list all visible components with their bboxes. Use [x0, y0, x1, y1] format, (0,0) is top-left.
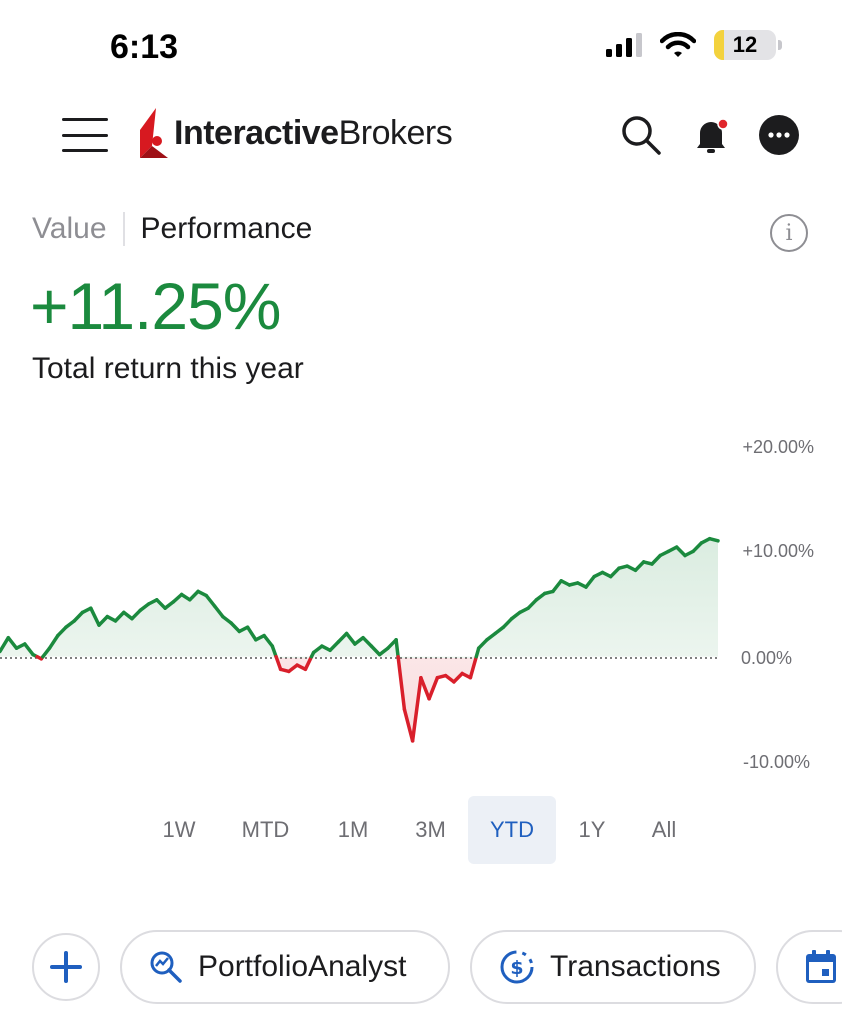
return-line-segment — [274, 654, 283, 672]
return-line-segment — [328, 640, 341, 653]
logo-wordmark: InteractiveBrokers — [174, 113, 453, 152]
return-line-segment — [369, 644, 382, 657]
negative-area — [39, 658, 476, 741]
total-return-caption: Total return this year — [32, 352, 304, 385]
return-line-segment — [270, 644, 278, 659]
return-line-segment — [72, 610, 85, 623]
return-line-segment — [204, 593, 217, 608]
return-line-segment — [188, 589, 200, 602]
wifi-icon — [660, 32, 696, 57]
return-line-segment — [97, 614, 110, 627]
transactions-icon: $ — [498, 948, 536, 986]
y-tick-label: +20.00% — [742, 437, 814, 457]
svg-text:$: $ — [510, 957, 523, 979]
quick-actions-bar: PortfolioAnalyst $ Transactions — [32, 930, 842, 1004]
period-mtd[interactable]: MTD — [241, 817, 290, 842]
return-line-segment — [23, 642, 35, 657]
y-tick-label: -10.00% — [743, 752, 810, 772]
period-1w[interactable]: 1W — [162, 817, 196, 842]
return-line-segment — [344, 631, 357, 646]
return-line-segment — [155, 598, 167, 610]
more-icon[interactable] — [756, 112, 802, 158]
return-line-segment — [402, 707, 415, 743]
view-toggle: Value Performance — [32, 212, 312, 246]
return-line-segment — [229, 621, 242, 634]
return-line-segment — [47, 633, 60, 650]
return-line-segment — [303, 654, 314, 672]
return-line-segment — [89, 606, 101, 627]
return-line-segment — [171, 592, 184, 604]
return-line-segment — [6, 635, 19, 650]
return-line-segment — [410, 675, 423, 743]
positive-area — [0, 538, 718, 658]
return-line-segment — [130, 608, 143, 621]
period-ytd[interactable]: YTD — [468, 796, 556, 864]
return-line-segment — [691, 541, 704, 554]
return-line-segment — [0, 635, 11, 654]
period-all[interactable]: All — [651, 817, 677, 842]
plus-icon — [50, 951, 82, 983]
return-line-segment — [650, 553, 662, 566]
period-selector: 1W MTD 1M 3M YTD 1Y All — [140, 796, 700, 864]
portfolio-analyst-button[interactable]: PortfolioAnalyst — [120, 930, 450, 1004]
return-line-segment — [584, 574, 596, 589]
return-line-segment — [396, 654, 407, 712]
transactions-button[interactable]: $ Transactions — [470, 930, 756, 1004]
status-indicators: 12 — [606, 30, 782, 60]
return-line-segment — [113, 610, 126, 623]
battery-level: 12 — [732, 32, 758, 57]
return-line-segment — [452, 671, 464, 684]
return-line-segment — [468, 654, 479, 680]
return-line-segment — [707, 536, 720, 543]
return-line-segment — [361, 635, 374, 648]
y-tick-label: 0.00% — [741, 648, 792, 668]
return-line-segment — [526, 598, 539, 610]
info-icon[interactable]: i — [770, 214, 808, 252]
total-return-value: +11.25% — [30, 269, 281, 343]
transactions-label: Transactions — [550, 950, 721, 983]
return-line-segment — [262, 633, 275, 648]
return-line-segment — [212, 604, 225, 619]
return-line-segment — [608, 566, 621, 579]
y-tick-label: +10.00% — [742, 541, 814, 561]
return-line-segment — [41, 646, 52, 659]
return-line-segment — [419, 675, 431, 701]
battery-nub — [778, 40, 782, 50]
logo-mark-icon — [140, 108, 168, 158]
return-line-segment — [633, 560, 646, 573]
tab-performance[interactable]: Performance — [140, 212, 313, 245]
return-line-segment — [245, 625, 258, 642]
return-line-segment — [427, 675, 440, 701]
period-1m[interactable]: 1M — [337, 817, 369, 842]
portfolio-analyst-icon — [148, 949, 184, 985]
return-line-segment — [336, 631, 349, 644]
calendar-icon — [804, 949, 838, 985]
return-line-segment — [551, 579, 563, 594]
battery-indicator: 12 — [714, 30, 776, 60]
search-icon[interactable] — [618, 112, 664, 158]
return-line-segment — [674, 545, 687, 558]
menu-icon[interactable] — [62, 118, 108, 152]
performance-chart[interactable]: +20.00% +10.00% 0.00% -10.00% — [0, 420, 842, 790]
return-line-segment — [476, 638, 489, 650]
return-line-segment — [56, 625, 68, 638]
status-time: 6:13 — [110, 28, 179, 66]
period-1y[interactable]: 1Y — [578, 817, 606, 842]
portfolio-analyst-label: PortfolioAnalyst — [198, 950, 407, 983]
tab-value[interactable]: Value — [32, 212, 125, 246]
bell-icon[interactable] — [688, 112, 734, 158]
calendar-button[interactable] — [776, 930, 842, 1004]
period-3m[interactable]: 3M — [415, 817, 446, 842]
add-button[interactable] — [32, 933, 100, 1001]
return-line-segment — [501, 616, 514, 629]
interactive-brokers-logo: InteractiveBrokers — [138, 108, 453, 158]
return-line-segment — [394, 638, 400, 659]
cellular-signal-icon — [606, 33, 642, 57]
